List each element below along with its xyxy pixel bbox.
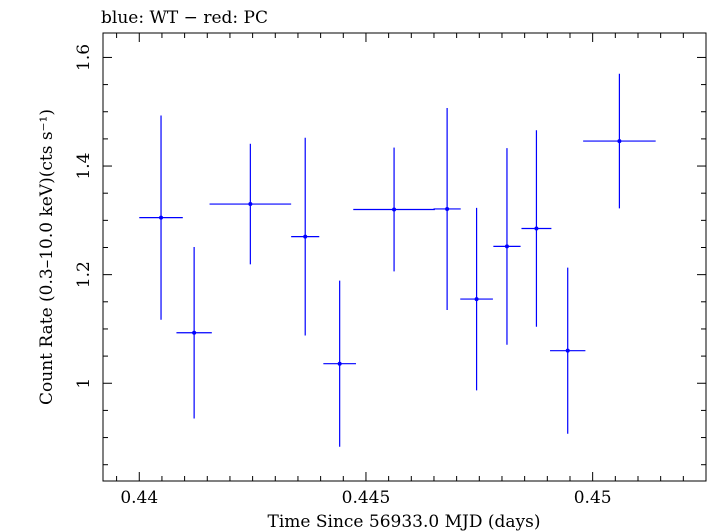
y-tick-label: 1.6 <box>74 44 94 71</box>
point-marker <box>504 244 509 249</box>
data-point <box>433 107 461 310</box>
point-marker <box>192 330 197 335</box>
y-axis-label: Count Rate (0.3–10.0 keV)(cts s⁻¹) <box>37 109 57 405</box>
axis-ticks: 0.44 0.445 0.45 1 1.2 1.4 1.6 <box>74 33 707 508</box>
y-tick-label: 1.4 <box>74 153 94 180</box>
data-point <box>139 115 183 320</box>
y-tick-label: 1 <box>74 378 94 389</box>
plot-frame <box>102 32 707 482</box>
data-points <box>139 73 656 447</box>
data-point <box>176 246 212 419</box>
point-marker <box>159 215 164 220</box>
data-point <box>353 147 435 272</box>
data-point <box>323 280 356 447</box>
point-marker <box>445 206 450 211</box>
chart-title: blue: WT − red: PC <box>101 8 268 28</box>
x-axis-label: Time Since 56933.0 MJD (days) <box>268 512 541 532</box>
data-point <box>209 143 292 265</box>
data-point <box>521 130 552 327</box>
point-marker <box>337 361 342 366</box>
data-point <box>493 148 521 345</box>
point-marker <box>303 234 308 239</box>
x-tick-label: 0.44 <box>120 488 158 508</box>
x-tick-label: 0.45 <box>574 488 612 508</box>
data-point <box>291 137 320 336</box>
data-point <box>583 73 656 209</box>
point-marker <box>392 207 397 212</box>
y-tick-label: 1.2 <box>74 261 94 288</box>
x-tick-label: 0.445 <box>342 488 391 508</box>
point-marker <box>474 297 479 302</box>
point-marker <box>534 226 539 231</box>
point-marker <box>248 202 253 207</box>
point-marker <box>617 139 622 144</box>
data-point <box>550 267 586 434</box>
point-marker <box>565 348 570 353</box>
data-point <box>460 207 493 391</box>
